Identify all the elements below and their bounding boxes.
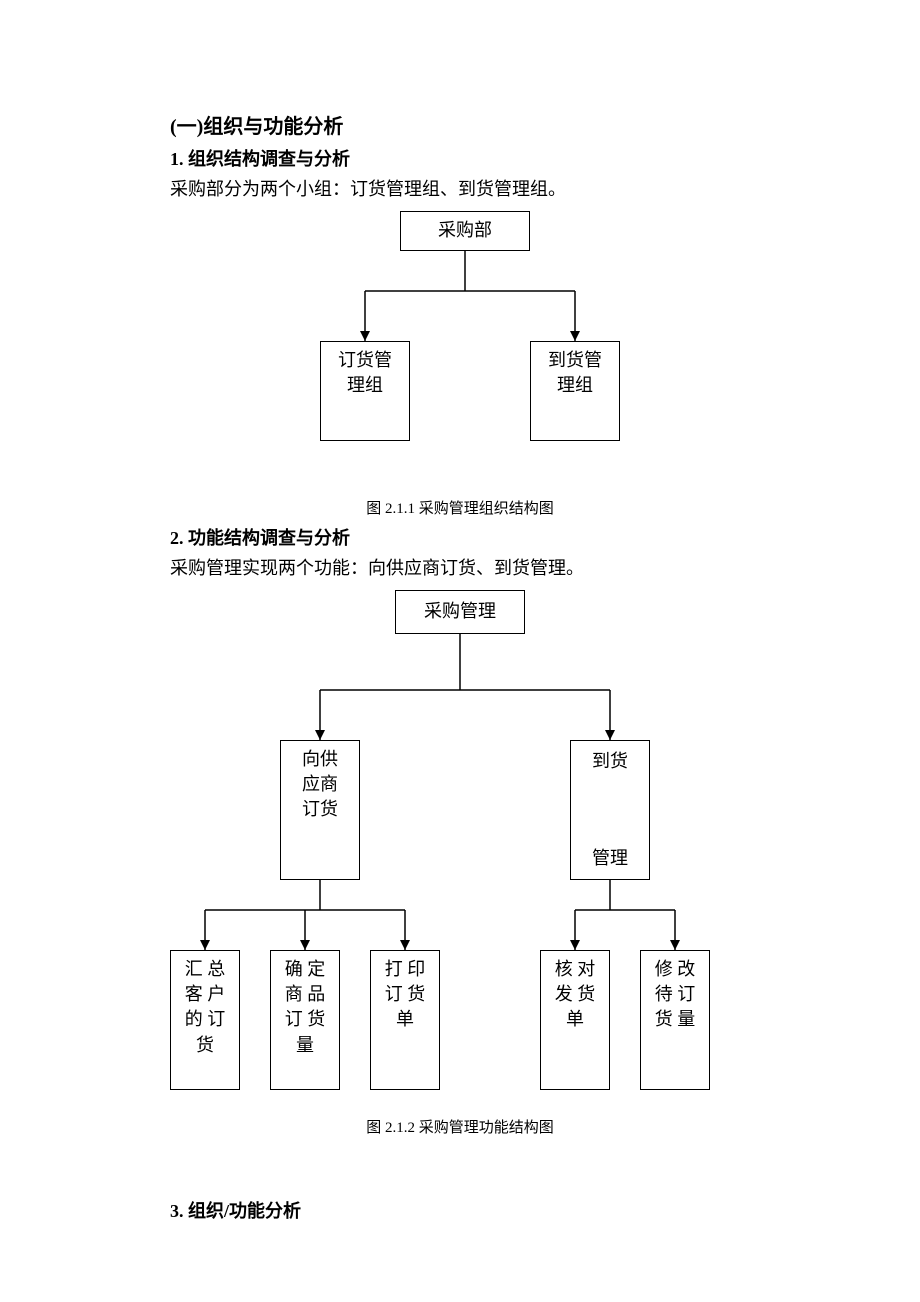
heading-section-3: 3. 组织/功能分析	[170, 1197, 750, 1223]
caption-chart-2: 图 2.1.2 采购管理功能结构图	[170, 1116, 750, 1137]
node-l3e: 修 改 待 订 货 量	[640, 950, 710, 1090]
paragraph-2: 采购管理实现两个功能：向供应商订货、到货管理。	[170, 554, 750, 580]
node-l3c: 打 印 订 货 单	[370, 950, 440, 1090]
node-right: 到货管 理组	[530, 341, 620, 441]
heading-section-1: 1. 组织结构调查与分析	[170, 145, 750, 171]
node-l2b: 到货管理	[570, 740, 650, 880]
node-l3a: 汇 总 客 户 的 订 货	[170, 950, 240, 1090]
org-structure-chart: 采购部订货管 理组 到货管 理组	[180, 211, 740, 491]
document-page: (一)组织与功能分析 1. 组织结构调查与分析 采购部分为两个小组：订货管理组、…	[0, 0, 920, 1302]
node-root: 采购管理	[395, 590, 525, 634]
node-left: 订货管 理组	[320, 341, 410, 441]
node-l3d: 核 对 发 货 单	[540, 950, 610, 1090]
heading-section-2: 2. 功能结构调查与分析	[170, 524, 750, 550]
heading-main: (一)组织与功能分析	[170, 110, 750, 139]
node-l3b: 确 定 商 品 订 货 量	[270, 950, 340, 1090]
caption-chart-1: 图 2.1.1 采购管理组织结构图	[170, 497, 750, 518]
function-structure-chart: 采购管理向供 应商 订货 到货管理汇 总 客 户 的 订 货确 定 商 品 订 货…	[170, 590, 750, 1110]
node-l2a: 向供 应商 订货	[280, 740, 360, 880]
node-root: 采购部	[400, 211, 530, 251]
paragraph-1: 采购部分为两个小组：订货管理组、到货管理组。	[170, 175, 750, 201]
